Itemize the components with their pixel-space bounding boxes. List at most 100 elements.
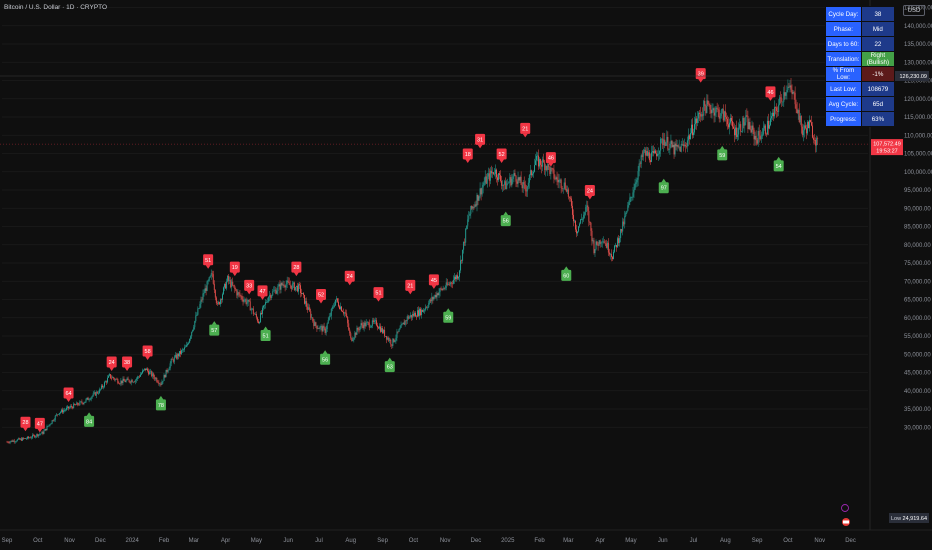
price-tick-label: 70,000.00 bbox=[904, 279, 931, 285]
candle-body bbox=[738, 127, 740, 135]
candle-body bbox=[383, 329, 385, 333]
marker-label: 58 bbox=[145, 349, 151, 355]
candle-body bbox=[777, 111, 779, 112]
cycle-top-marker: 24 bbox=[344, 270, 355, 286]
candle-body bbox=[435, 294, 437, 298]
candle-body bbox=[665, 142, 667, 146]
price-axis[interactable]: 30,000.00 35,000.00 40,000.00 45,000.00 50,0… bbox=[869, 0, 932, 530]
candle-body bbox=[467, 219, 469, 226]
candle-body bbox=[678, 146, 680, 148]
candle-body bbox=[82, 402, 84, 404]
candle-body bbox=[334, 299, 336, 306]
candle-body bbox=[654, 150, 655, 153]
currency-button[interactable]: USD bbox=[903, 5, 925, 16]
candle-body bbox=[300, 285, 301, 293]
candle-body bbox=[57, 414, 59, 415]
candle-body bbox=[374, 320, 376, 321]
candle-body bbox=[198, 308, 200, 310]
table-value: 38 bbox=[860, 6, 896, 22]
candle-body bbox=[275, 289, 277, 294]
marker-box bbox=[316, 288, 327, 300]
candle-body bbox=[784, 92, 786, 96]
candle-body bbox=[365, 322, 367, 327]
candle-body bbox=[366, 322, 368, 323]
candle-body bbox=[704, 100, 706, 106]
table-row: % From Low: -1% bbox=[825, 66, 896, 82]
price-tick-label: 45,000.00 bbox=[904, 371, 931, 377]
candle-body bbox=[530, 170, 532, 176]
price-tick-label: 105,000.00 bbox=[904, 152, 932, 158]
candle-body bbox=[403, 322, 405, 325]
candle-body bbox=[584, 212, 586, 215]
candle-body bbox=[574, 220, 575, 222]
candle-body bbox=[682, 144, 684, 147]
candle-body bbox=[649, 160, 651, 162]
candle-body bbox=[44, 428, 46, 431]
marker-box bbox=[34, 417, 45, 429]
candle-body bbox=[782, 101, 784, 103]
candle-body bbox=[701, 114, 703, 117]
candle-body bbox=[456, 275, 457, 280]
candle-body bbox=[715, 107, 717, 113]
candle-body bbox=[381, 328, 383, 332]
price-tick-label: 125,000.00 bbox=[904, 79, 932, 85]
cycle-top-marker: 24 bbox=[106, 356, 117, 371]
cycle-top-marker: 46 bbox=[545, 152, 556, 167]
candle-body bbox=[529, 170, 531, 176]
table-value: 65d bbox=[860, 96, 896, 112]
time-tick-label: Sep bbox=[377, 538, 388, 544]
candle-body bbox=[410, 315, 412, 318]
candle-body bbox=[222, 294, 223, 300]
candle-body bbox=[330, 308, 332, 316]
price-tick-label: 135,000.00 bbox=[904, 42, 932, 48]
candle-body bbox=[253, 313, 255, 315]
candle-body bbox=[746, 115, 748, 117]
cycle-top-marker: 52 bbox=[316, 288, 327, 304]
price-tick-label: 80,000.00 bbox=[904, 243, 931, 249]
candle-body bbox=[797, 110, 799, 114]
candle-body bbox=[164, 374, 166, 378]
candle-body bbox=[345, 312, 347, 314]
marker-pointer bbox=[205, 265, 211, 269]
time-tick-label: Dec bbox=[471, 538, 482, 544]
candle-body bbox=[593, 240, 595, 254]
candle-body bbox=[755, 135, 757, 141]
candle-body bbox=[48, 424, 50, 427]
cycle-top-marker: 21 bbox=[520, 122, 531, 138]
candle-body bbox=[444, 287, 446, 289]
candle-body bbox=[358, 329, 360, 331]
candle-body bbox=[739, 124, 741, 128]
candle-body bbox=[14, 441, 16, 443]
time-axis[interactable]: Sep Oct Nov Dec 2024 Feb Mar Apr May Jun Jul Aug Sep… bbox=[0, 529, 932, 544]
candle-body bbox=[109, 374, 111, 376]
table-label: Cycle Day: bbox=[825, 6, 862, 22]
candle-body bbox=[239, 293, 241, 296]
candle-body bbox=[754, 135, 756, 140]
candle-body bbox=[138, 376, 140, 378]
candle-body bbox=[158, 382, 160, 384]
candle-body bbox=[771, 116, 772, 119]
candle-body bbox=[367, 322, 369, 323]
candle-body bbox=[46, 426, 48, 431]
candle-body bbox=[327, 320, 329, 324]
candle-body bbox=[555, 177, 557, 179]
candle-body bbox=[732, 121, 733, 127]
candle-body bbox=[212, 274, 214, 284]
candle-body bbox=[785, 92, 787, 96]
candle-body bbox=[287, 280, 289, 283]
marker-pointer bbox=[232, 272, 238, 277]
candle-body bbox=[539, 159, 541, 167]
candle-body bbox=[402, 322, 404, 324]
candle-body bbox=[652, 151, 653, 153]
candle-body bbox=[218, 302, 220, 305]
marker-box bbox=[373, 287, 384, 299]
candle-body bbox=[586, 205, 588, 208]
marker-box bbox=[320, 353, 331, 365]
candle-body bbox=[440, 288, 442, 290]
candle-body bbox=[449, 282, 451, 285]
cycle-bottom-marker: 56 bbox=[320, 350, 331, 365]
time-tick-label: Jul bbox=[315, 538, 323, 544]
candle-body bbox=[258, 322, 260, 324]
candle-body bbox=[487, 173, 489, 177]
